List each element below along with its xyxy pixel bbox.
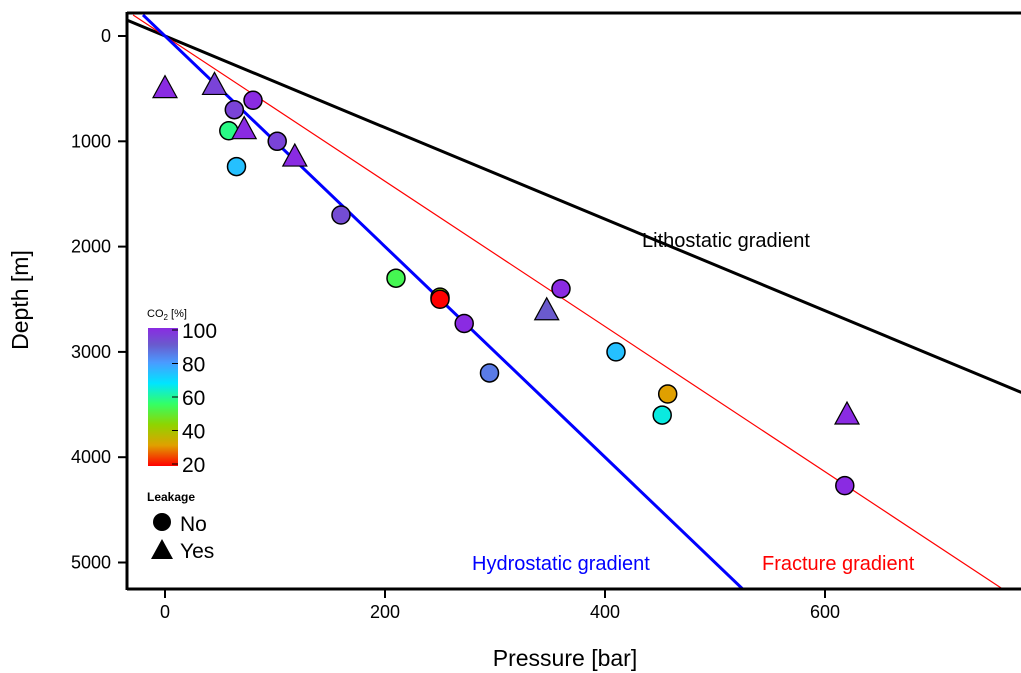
data-point-14	[479, 363, 500, 383]
legend-label-yes: Yes	[180, 540, 214, 563]
gradient-label-hydrostatic: Hydrostatic gradient	[472, 553, 650, 575]
colorbar-tick-label: 80	[182, 354, 205, 377]
gradient-line-lithostatic	[127, 18, 1021, 394]
gradient-line-hydrostatic	[141, 13, 746, 590]
data-point-17	[606, 342, 626, 362]
y-axis-label: Depth [m]	[7, 250, 33, 350]
colorbar-tick-label: 100	[182, 320, 217, 343]
data-point-leak-7	[281, 142, 308, 167]
x-tick-label: 0	[160, 602, 170, 622]
data-point-9	[331, 205, 351, 225]
data-point-leak-0	[151, 74, 179, 99]
data-point-12	[430, 289, 450, 309]
data-point-6	[267, 131, 287, 152]
colorbar: CO2 [%] 100 80 60 40 20	[147, 308, 217, 477]
colorbar-ticks: 100 80 60 40 20	[172, 320, 217, 477]
data-point-19	[652, 405, 672, 425]
gradient-label-lithostatic: Lithostatic gradient	[642, 230, 810, 252]
leakage-legend: Leakage No Yes	[147, 490, 214, 563]
data-point-leak-5	[231, 115, 258, 140]
x-tick-label: 600	[810, 602, 840, 622]
data-points	[151, 71, 861, 496]
x-axis-label: Pressure [bar]	[493, 645, 637, 671]
gradient-line-fracture	[132, 14, 1006, 590]
data-point-leak-21	[833, 400, 861, 425]
colorbar-tick-label: 40	[182, 421, 205, 444]
y-tick-label: 5000	[71, 553, 111, 573]
y-tick-label: 0	[101, 26, 111, 46]
data-point-20	[835, 475, 855, 496]
gradient-lines	[127, 13, 1021, 590]
data-point-leak-1	[201, 71, 228, 96]
data-point-10	[386, 268, 406, 288]
data-point-13	[454, 313, 474, 334]
data-point-16	[551, 278, 571, 299]
y-tick-label: 2000	[71, 237, 111, 257]
gradient-label-fracture: Fracture gradient	[762, 553, 915, 575]
x-tick-label: 200	[370, 602, 400, 622]
colorbar-tick-label: 60	[182, 387, 205, 410]
colorbar-tick-label: 20	[182, 454, 205, 477]
y-tick-label: 4000	[71, 447, 111, 467]
y-tick-label: 3000	[71, 342, 111, 362]
x-tick-label: 400	[590, 602, 620, 622]
data-point-leak-15	[533, 296, 560, 321]
y-tick-label: 1000	[71, 131, 111, 151]
legend-circle-marker	[153, 513, 171, 531]
data-point-2	[224, 99, 245, 120]
legend-label-no: No	[180, 513, 207, 536]
data-point-8	[226, 156, 247, 177]
legend-triangle-marker	[151, 539, 173, 559]
data-point-3	[243, 90, 263, 110]
leakage-legend-title: Leakage	[147, 490, 195, 504]
y-axis-ticks: 0 1000 2000 3000 4000 5000	[71, 26, 127, 573]
colorbar-title: CO2 [%]	[147, 308, 187, 322]
x-axis-ticks: 0 200 400 600	[160, 589, 840, 622]
data-point-18	[657, 384, 678, 404]
